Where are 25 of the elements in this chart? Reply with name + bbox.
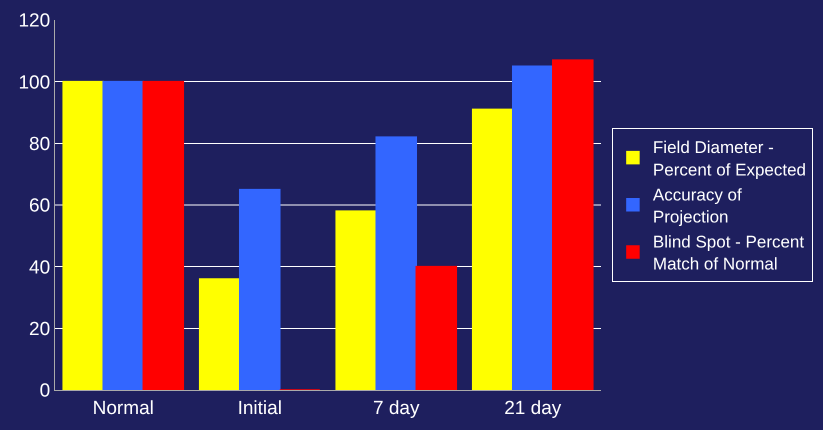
x-tick-label: Normal: [92, 398, 154, 419]
y-tick-label: 60: [29, 196, 50, 217]
bar: [198, 278, 240, 390]
legend-label: Accuracy of Projection: [652, 185, 742, 226]
bar: [512, 66, 554, 390]
y-tick-label: 100: [18, 72, 50, 94]
bar: [552, 59, 594, 390]
y-tick-label: 0: [40, 380, 50, 402]
bar: [335, 210, 377, 390]
y-tick-label: 80: [29, 134, 50, 155]
y-tick-label: 20: [29, 318, 50, 340]
y-tick-label: 120: [18, 10, 50, 32]
bar: [375, 136, 418, 390]
bar: [142, 80, 184, 390]
x-tick-label: Initial: [238, 398, 282, 419]
legend-label: Blind Spot - Percent Match of Normal: [652, 232, 804, 274]
bar: [102, 80, 144, 390]
legend-label: Field Diameter - Percent of Expected: [652, 138, 806, 180]
bar: [416, 266, 458, 390]
x-tick-label: 7 day: [373, 398, 420, 419]
x-tick-label: 21 day: [504, 398, 562, 419]
y-tick-label: 40: [29, 257, 50, 278]
bar: [238, 188, 281, 390]
bar: [472, 108, 514, 390]
bar: [62, 80, 104, 390]
